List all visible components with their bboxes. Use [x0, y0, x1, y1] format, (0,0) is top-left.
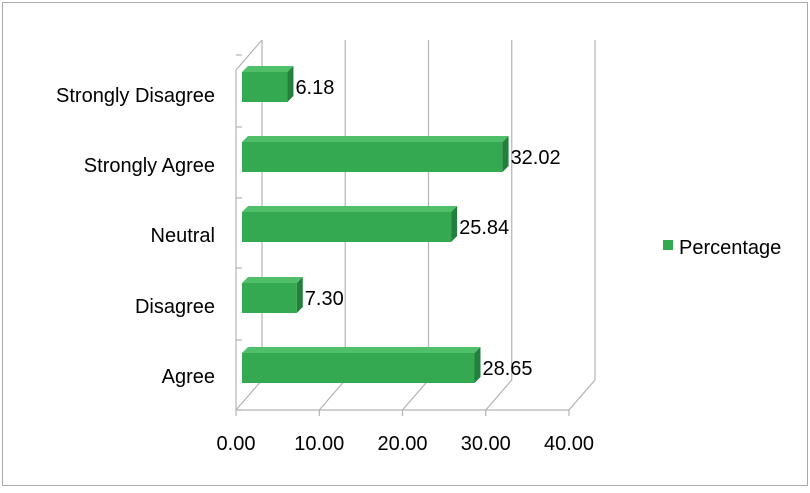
- category-labels: Strongly Disagree Strongly Agree Neutral Di…: [56, 85, 215, 388]
- bar-side-face: [296, 277, 303, 313]
- data-label: 32.02: [511, 147, 561, 169]
- floor-gridline: [318, 379, 346, 411]
- bar: [242, 353, 475, 383]
- bar-side-face: [502, 136, 509, 172]
- bar-top-face: [242, 206, 458, 212]
- bar-top-face: [242, 136, 509, 142]
- floor-gridline: [402, 379, 429, 411]
- bars: [242, 66, 509, 383]
- category-label: Disagree: [135, 296, 215, 318]
- category-label: Strongly Agree: [84, 155, 215, 177]
- data-labels: 6.18 32.02 25.84 7.30 28.65: [295, 77, 560, 380]
- x-tick-label: 30.00: [461, 433, 511, 455]
- data-label: 6.18: [295, 77, 334, 99]
- data-label: 7.30: [305, 288, 344, 310]
- x-tick-label: 10.00: [294, 433, 344, 455]
- bar: [242, 212, 452, 242]
- axes: [235, 39, 570, 416]
- data-label: 25.84: [459, 217, 509, 239]
- bar-side-face: [287, 66, 294, 102]
- bar: [242, 72, 288, 102]
- category-label: Neutral: [151, 225, 215, 247]
- x-tick-labels: 0.00 10.00 20.00 30.00 40.00: [217, 433, 595, 455]
- legend-label: Percentage: [679, 237, 781, 259]
- category-label: Strongly Disagree: [56, 85, 215, 107]
- chart-border: [2, 2, 808, 486]
- x-tick-label: 20.00: [377, 433, 427, 455]
- legend-swatch: [663, 240, 673, 250]
- floor-gridline: [568, 379, 596, 411]
- bar-top-face: [242, 66, 294, 72]
- data-label: 28.65: [483, 358, 533, 380]
- bar: [242, 142, 503, 172]
- bar-side-face: [451, 206, 458, 242]
- x-tick-label: 40.00: [544, 433, 594, 455]
- bar: [242, 283, 297, 313]
- left-wall-top: [235, 39, 263, 71]
- category-label: Agree: [162, 366, 215, 388]
- floor-gridline: [485, 379, 513, 411]
- legend: Percentage: [663, 237, 781, 259]
- bar-top-face: [242, 277, 303, 283]
- x-tick-label: 0.00: [217, 433, 256, 455]
- bar-top-face: [242, 347, 481, 353]
- bar-side-face: [474, 347, 481, 383]
- floor-gridline: [235, 379, 263, 411]
